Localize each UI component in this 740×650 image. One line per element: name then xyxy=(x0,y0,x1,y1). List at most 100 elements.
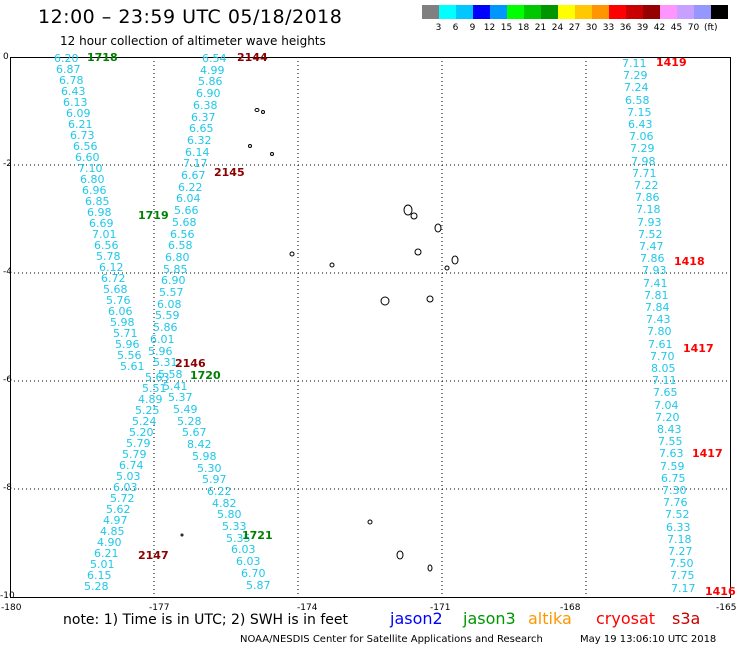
color-swatch xyxy=(711,5,728,19)
wave-height-label: 5.85 xyxy=(163,263,188,276)
wave-height-label: 6.73 xyxy=(70,129,95,142)
color-swatch xyxy=(575,5,592,19)
y-tick-label: -4 xyxy=(3,267,12,277)
plot-frame xyxy=(10,57,731,598)
wave-height-label: 6.90 xyxy=(161,274,186,287)
color-swatch xyxy=(422,5,439,19)
color-scale-label: 3 xyxy=(435,23,442,33)
color-scale-label: 9 xyxy=(469,23,476,33)
y-tick-label: -6 xyxy=(3,375,12,385)
wave-height-label: 7.84 xyxy=(645,301,670,314)
wave-height-label: 6.85 xyxy=(85,195,110,208)
island-outline xyxy=(396,550,404,560)
map-title: 12:00 – 23:59 UTC 05/18/2018 xyxy=(38,6,343,28)
color-scale-label: 42 xyxy=(653,23,666,33)
wave-height-label: 5.68 xyxy=(103,283,128,296)
color-scale-label: 6 xyxy=(452,23,459,33)
wave-height-label: 5.20 xyxy=(129,426,154,439)
wave-height-label: 6.08 xyxy=(157,298,182,311)
color-scale-label: 70 xyxy=(687,23,700,33)
wave-height-label: 5.25 xyxy=(135,404,160,417)
wave-height-label: 6.22 xyxy=(207,485,232,498)
wave-height-label: 6.69 xyxy=(89,217,114,230)
y-tick-label: 0 xyxy=(3,52,9,62)
wave-height-label: 6.04 xyxy=(176,192,201,205)
wave-height-label: 7.17 xyxy=(671,582,696,595)
wave-height-label: 4.97 xyxy=(103,514,128,527)
wave-height-label: 5.96 xyxy=(115,338,140,351)
island-outline xyxy=(434,223,442,233)
wave-height-label: 6.03 xyxy=(236,555,261,568)
island-outline xyxy=(444,265,450,271)
wave-height-label: 4.90 xyxy=(97,536,122,549)
wave-height-label: 7.22 xyxy=(634,179,659,192)
wave-height-label: 5.79 xyxy=(126,437,151,450)
wave-height-label: 6.13 xyxy=(63,96,88,109)
wave-height-label: 7.24 xyxy=(624,81,649,94)
wave-height-label: 5.79 xyxy=(122,448,147,461)
island-outline xyxy=(289,251,295,257)
wave-height-label: 8.42 xyxy=(187,438,212,451)
wave-height-label: 7.63 xyxy=(659,447,684,460)
pass-time-label: 1721 xyxy=(242,529,273,542)
pass-time-label: 1719 xyxy=(138,209,169,222)
pass-time-label: 1419 xyxy=(656,56,687,69)
wave-height-label: 6.60 xyxy=(75,151,100,164)
color-swatch xyxy=(609,5,626,19)
wave-height-label: 5.87 xyxy=(246,579,271,592)
wave-height-label: 6.87 xyxy=(56,63,81,76)
island-outline xyxy=(248,144,252,148)
wave-height-label: 7.18 xyxy=(667,533,692,546)
wave-height-label: 5.56 xyxy=(117,349,142,362)
wave-height-label: 5.37 xyxy=(168,391,193,404)
color-swatch xyxy=(694,5,711,19)
wave-height-label: 6.96 xyxy=(82,184,107,197)
wave-height-label: 5.61 xyxy=(120,360,145,373)
island-outline xyxy=(180,533,184,537)
wave-height-label: 6.21 xyxy=(68,118,93,131)
wave-height-label: 5.97 xyxy=(202,473,227,486)
wave-height-label: 7.47 xyxy=(639,240,664,253)
island-outline xyxy=(329,262,335,268)
wave-height-label: 6.37 xyxy=(191,111,216,124)
color-swatch xyxy=(677,5,694,19)
wave-height-label: 6.09 xyxy=(66,107,91,120)
wave-height-label: 6.80 xyxy=(165,251,190,264)
wave-height-label: 5.57 xyxy=(159,286,184,299)
wave-height-label: 7.06 xyxy=(629,130,654,143)
satellite-legend-item: cryosat xyxy=(596,609,656,628)
color-scale-label: 33 xyxy=(602,23,615,33)
wave-height-label: 6.72 xyxy=(101,272,126,285)
color-scale-label: 36 xyxy=(619,23,632,33)
wave-height-label: 7.80 xyxy=(647,325,672,338)
wave-height-label: 5.96 xyxy=(148,345,173,358)
wave-height-label: 7.41 xyxy=(643,277,668,290)
wave-height-label: 7.61 xyxy=(648,338,673,351)
wave-height-label: 5.24 xyxy=(132,415,157,428)
wave-height-label: 6.38 xyxy=(193,99,218,112)
wave-height-label: 5.41 xyxy=(163,380,188,393)
wave-height-label: 5.68 xyxy=(172,216,197,229)
map-subtitle: 12 hour collection of altimeter wave hei… xyxy=(60,34,326,48)
color-scale-label: 30 xyxy=(585,23,598,33)
wave-height-label: 6.03 xyxy=(231,543,256,556)
wave-height-label: 5.63 xyxy=(145,371,170,384)
wave-height-label: 7.10 xyxy=(78,162,103,175)
wave-height-label: 6.70 xyxy=(241,567,266,580)
wave-height-label: 6.58 xyxy=(625,94,650,107)
wave-height-label: 6.58 xyxy=(168,239,193,252)
wave-height-label: 5.03 xyxy=(116,470,141,483)
wave-height-label: 6.74 xyxy=(119,459,144,472)
wave-height-label: 6.56 xyxy=(73,140,98,153)
wave-height-label: 5.28 xyxy=(84,580,109,593)
wave-height-label: 6.22 xyxy=(178,181,203,194)
wave-height-label: 6.90 xyxy=(196,87,221,100)
wave-height-label: 7.86 xyxy=(640,252,665,265)
wave-height-label: 7.59 xyxy=(660,460,685,473)
island-outline xyxy=(426,295,434,303)
wave-height-label: 7.98 xyxy=(631,155,656,168)
wave-height-label: 7.86 xyxy=(635,191,660,204)
wave-height-label: 6.12 xyxy=(99,261,124,274)
wave-height-label: 6.56 xyxy=(94,239,119,252)
